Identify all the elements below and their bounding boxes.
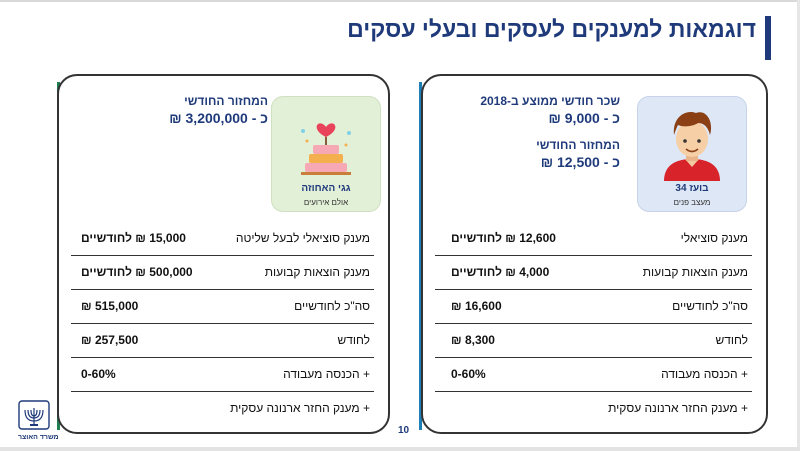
right-card-accent-bar: [419, 82, 422, 430]
row-value: 0-60%: [451, 367, 486, 381]
person-photo: בועז 34 מעצב פנים: [637, 96, 747, 212]
row-value: 16,600 ₪: [451, 299, 502, 313]
row-label: מענק סוציאלי: [680, 231, 748, 245]
row-label: מענק סוציאלי לבעל שליטה: [235, 231, 370, 245]
row-value: 15,000 ₪ לחודשיים: [81, 231, 186, 245]
table-row: לחודש 8,300 ₪: [435, 323, 752, 357]
business-name: גגי האחוזה: [301, 183, 351, 194]
row-label: + הכנסה מעבודה: [661, 367, 748, 381]
person-occupation: מעצב פנים: [673, 198, 711, 207]
row-label: מענק הוצאות קבועות: [264, 265, 370, 279]
row-label: לחודש: [337, 333, 370, 347]
right-info-label-salary: שכר חודשי ממוצע ב-2018: [480, 94, 620, 108]
person-name: בועז 34: [675, 183, 709, 194]
left-card: גגי האחוזה אולם אירועים המחזור החודשי כ …: [57, 74, 390, 434]
row-value: 4,000 ₪ לחודשיים: [451, 265, 550, 279]
business-type: אולם אירועים: [303, 198, 349, 207]
right-info: שכר חודשי ממוצע ב-2018 כ - 9,000 ₪ המחזו…: [440, 94, 620, 170]
right-card: בועז 34 מעצב פנים שכר חודשי ממוצע ב-2018…: [421, 74, 768, 434]
row-value: 12,600 ₪ לחודשיים: [451, 231, 556, 245]
left-info: המחזור החודשי כ - 3,200,000 ₪: [78, 94, 268, 126]
cake-icon: [301, 123, 351, 175]
row-label: + מענק החזר ארנונה עסקית: [608, 401, 748, 415]
table-row: + הכנסה מעבודה 0-60%: [71, 357, 374, 391]
slide-right-border: [797, 0, 800, 451]
ministry-logo-text: משרד האוצר: [18, 434, 59, 441]
table-row: מענק הוצאות קבועות 500,000 ₪ לחודשיים: [71, 255, 374, 289]
slide-title: דוגמאות למענקים לעסקים ובעלי עסקים: [347, 16, 756, 42]
row-label: + הכנסה מעבודה: [283, 367, 370, 381]
table-row: + מענק החזר ארנונה עסקית: [435, 391, 752, 425]
left-info-label: המחזור החודשי: [184, 94, 268, 108]
row-label: מענק הוצאות קבועות: [642, 265, 748, 279]
event-hall-photo: גגי האחוזה אולם אירועים: [271, 96, 381, 212]
table-row: מענק הוצאות קבועות 4,000 ₪ לחודשיים: [435, 255, 752, 289]
right-info-label-turnover: המחזור החודשי: [536, 138, 620, 152]
slide-top-border: [0, 0, 800, 2]
row-value: 257,500 ₪: [81, 333, 139, 347]
right-info-value-salary: כ - 9,000 ₪: [548, 110, 621, 126]
table-row: + מענק החזר ארנונה עסקית: [71, 391, 374, 425]
table-row: לחודש 257,500 ₪: [71, 323, 374, 357]
menorah-emblem-icon: [18, 400, 50, 430]
row-label: סה"כ לחודשיים: [672, 299, 748, 313]
left-grants-table: מענק סוציאלי לבעל שליטה 15,000 ₪ לחודשיי…: [71, 222, 374, 425]
table-row: מענק סוציאלי לבעל שליטה 15,000 ₪ לחודשיי…: [71, 222, 374, 255]
table-row: סה"כ לחודשיים 16,600 ₪: [435, 289, 752, 323]
row-value: 515,000 ₪: [81, 299, 139, 313]
man-avatar-icon: [664, 111, 720, 181]
row-label: + מענק החזר ארנונה עסקית: [230, 401, 370, 415]
row-label: לחודש: [715, 333, 748, 347]
table-row: סה"כ לחודשיים 515,000 ₪: [71, 289, 374, 323]
row-label: סה"כ לחודשיים: [294, 299, 370, 313]
table-row: + הכנסה מעבודה 0-60%: [435, 357, 752, 391]
row-value: 8,300 ₪: [451, 333, 495, 347]
row-value: 500,000 ₪ לחודשיים: [81, 265, 193, 279]
row-value: 0-60%: [81, 367, 116, 381]
slide-bottom-border: [0, 447, 800, 451]
table-row: מענק סוציאלי 12,600 ₪ לחודשיים: [435, 222, 752, 255]
left-info-value: כ - 3,200,000 ₪: [169, 110, 268, 126]
page-number: 10: [398, 425, 410, 436]
title-accent-bar: [765, 16, 771, 60]
right-grants-table: מענק סוציאלי 12,600 ₪ לחודשיים מענק הוצא…: [435, 222, 752, 425]
right-info-value-turnover: כ - 12,500 ₪: [540, 154, 620, 170]
